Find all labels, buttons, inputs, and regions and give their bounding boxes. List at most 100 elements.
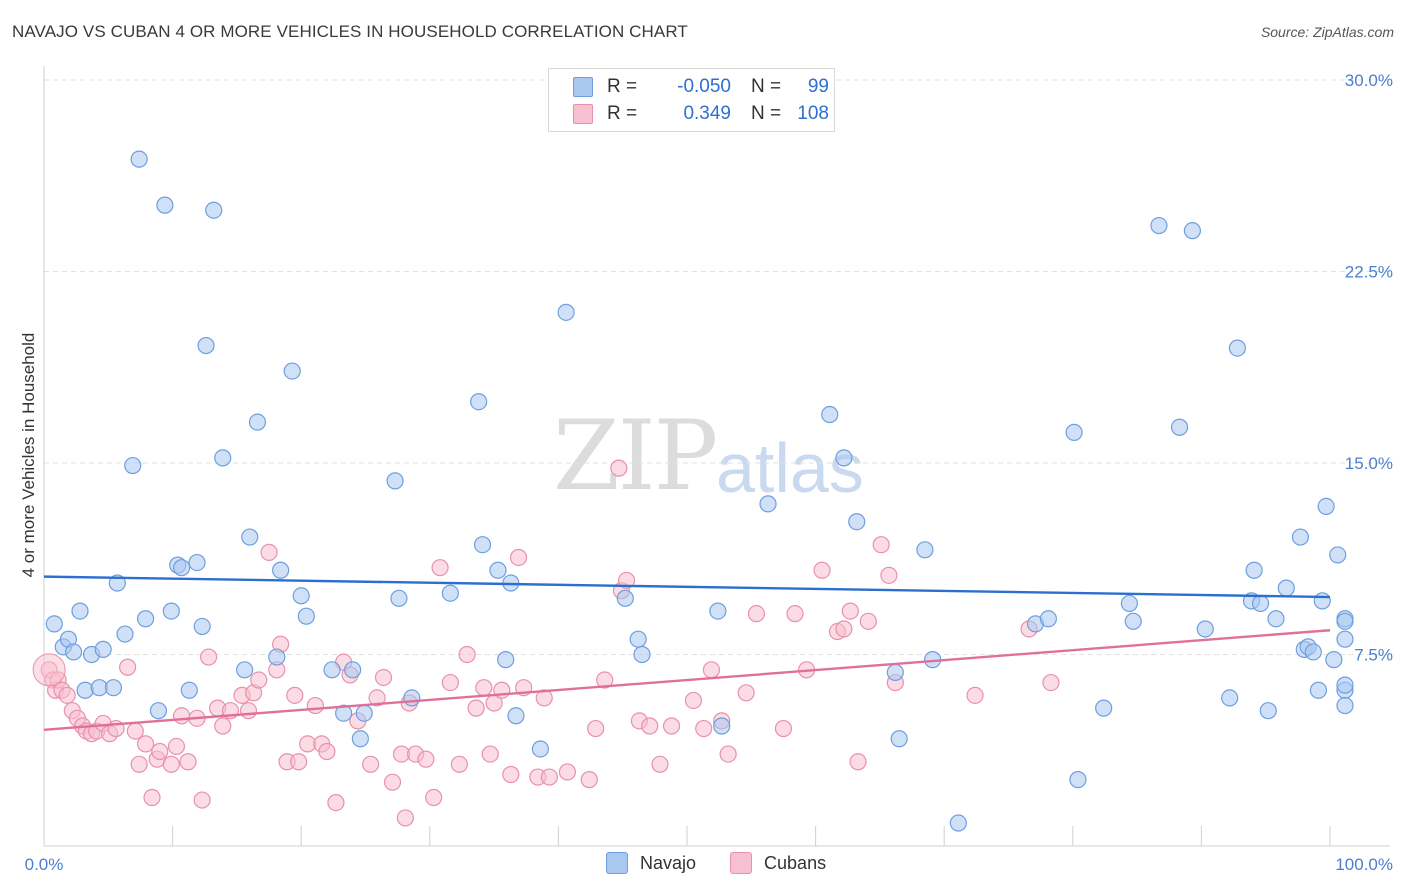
cubans-point <box>286 686 304 704</box>
navajo-point <box>629 630 647 648</box>
cubans-point <box>327 793 345 812</box>
cubans-point <box>250 671 268 689</box>
legend-r-value-navajo: -0.050 <box>677 76 731 97</box>
navajo-point <box>180 681 198 699</box>
navajo-point <box>116 625 134 643</box>
cubans-point <box>467 699 485 717</box>
cubans-point <box>747 605 766 623</box>
navajo-point <box>292 587 310 605</box>
y-tick-label: 22.5% <box>1345 263 1393 282</box>
cubans-point <box>193 791 211 809</box>
navajo-point <box>1277 579 1295 597</box>
x-tick-label: 100.0% <box>1335 855 1393 874</box>
navajo-point <box>557 303 575 321</box>
cubans-point <box>651 755 669 773</box>
navajo-point <box>390 589 408 607</box>
y-tick-label: 15.0% <box>1345 454 1393 473</box>
source-label: Source: ZipAtlas.com <box>1260 24 1394 40</box>
navajo-point <box>1196 620 1214 638</box>
navajo-point <box>633 645 651 664</box>
cubans-point <box>306 696 324 715</box>
cubans-point <box>368 689 386 707</box>
cubans-point <box>200 648 218 666</box>
navajo-point <box>1069 771 1087 789</box>
navajo-point <box>344 661 362 679</box>
navajo-point <box>489 561 507 579</box>
navajo-point <box>1336 696 1354 715</box>
navajo-point <box>94 640 112 658</box>
cubans-point <box>580 771 598 789</box>
navajo-point <box>136 610 155 628</box>
cubans-point <box>374 668 393 687</box>
cubans-point <box>702 661 721 679</box>
cubans-point <box>502 765 520 784</box>
cubans-point <box>118 658 137 676</box>
navajo-point <box>236 661 254 679</box>
legend-label-cubans: Cubans <box>764 852 827 873</box>
cubans-point <box>481 745 499 763</box>
navajo-point <box>162 602 180 620</box>
cubans-point <box>260 543 278 561</box>
series-legend: Navajo Cubans <box>606 852 860 874</box>
y-tick-label: 30.0% <box>1345 71 1393 90</box>
cubans-point <box>475 679 493 697</box>
cubans-swatch-icon <box>573 104 593 124</box>
legend-n-value-navajo: 99 <box>807 76 829 97</box>
navajo-point <box>835 449 853 467</box>
legend-label-navajo: Navajo <box>640 852 697 873</box>
navajo-point <box>1221 689 1239 707</box>
cubans-point <box>431 559 449 577</box>
legend-item-cubans[interactable]: Cubans <box>730 852 826 874</box>
navajo-point <box>1124 612 1142 630</box>
navajo-point <box>193 617 211 636</box>
navajo-point <box>713 717 731 735</box>
cubans-point <box>610 459 628 477</box>
cubans-point <box>362 755 380 773</box>
navajo-point <box>1170 418 1189 436</box>
cubans-point <box>32 653 66 687</box>
cubans-point <box>719 745 737 763</box>
x-tick-label: 0.0% <box>25 855 64 874</box>
cubans-point <box>880 566 898 584</box>
cubans-point <box>458 645 476 664</box>
cubans-point <box>136 735 155 753</box>
navajo-point <box>1336 676 1354 694</box>
navajo-point <box>386 472 404 490</box>
navajo-point <box>1245 561 1263 579</box>
cubans-point <box>774 719 793 738</box>
cubans-point <box>684 691 703 710</box>
navajo-swatch-icon <box>573 77 593 97</box>
legend-r-label: R = <box>607 103 638 124</box>
cubans-point <box>966 686 984 704</box>
cubans-point <box>417 750 435 768</box>
navajo-point <box>848 513 866 531</box>
cubans-point <box>872 536 890 554</box>
navajo-point <box>1329 546 1347 564</box>
navajo-point <box>248 413 267 431</box>
navajo-point <box>156 196 174 214</box>
navajo-point <box>949 814 967 832</box>
legend-row-cubans: R = 0.349 N = 108 <box>573 102 829 126</box>
cubans-point <box>290 753 308 771</box>
cubans-point <box>737 684 755 702</box>
legend-n-label: N = <box>751 103 782 124</box>
legend-item-navajo[interactable]: Navajo <box>606 852 696 874</box>
navajo-point <box>124 456 142 475</box>
navajo-square-icon <box>606 852 628 874</box>
cubans-point <box>441 673 459 692</box>
legend-r-value-cubans: 0.349 <box>683 103 731 124</box>
navajo-point <box>1259 702 1277 720</box>
navajo-point <box>64 643 83 661</box>
navajo-point <box>497 651 515 669</box>
navajo-point <box>1267 610 1285 628</box>
cubans-point <box>143 788 161 807</box>
cubans-point <box>695 719 713 738</box>
navajo-point <box>507 707 525 725</box>
cubans-point <box>509 548 528 567</box>
navajo-point <box>268 648 286 666</box>
cubans-point <box>617 571 636 590</box>
navajo-point <box>821 405 839 424</box>
navajo-point <box>473 536 492 554</box>
watermark-zip: ZIP <box>553 400 718 512</box>
navajo-point <box>323 661 341 679</box>
